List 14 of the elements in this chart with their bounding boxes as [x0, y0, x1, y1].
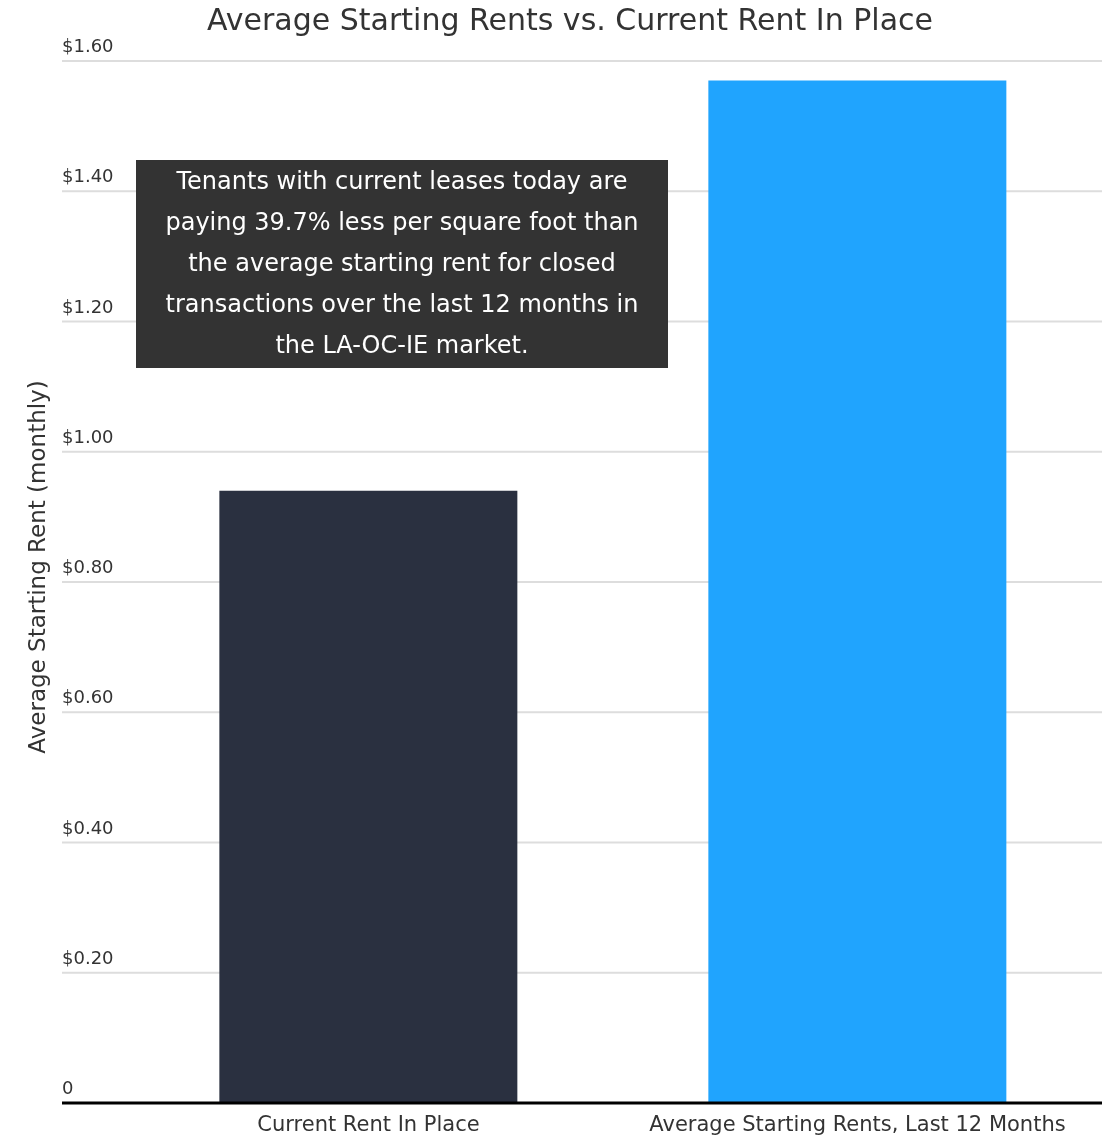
chart-title: Average Starting Rents vs. Current Rent In Place [207, 2, 933, 37]
y-axis-title: Average Starting Rent (monthly) [23, 379, 51, 756]
annotation: Tenants with current leases today are paying 39.7% less per square foot than the average starting rent for closed transactions over the last 12 months in the LA-OC-IE market. [164, 166, 640, 361]
y-tick-label: $0.80 [62, 556, 114, 577]
y-tick-label: 0 [62, 1077, 74, 1098]
y-tick-label: $0.40 [62, 816, 114, 838]
y-tick-label: $0.60 [62, 686, 114, 708]
y-tick-label: $1.60 [62, 35, 114, 56]
y-tick-label: $1.40 [62, 165, 114, 187]
y-tick-label: $0.20 [62, 946, 114, 968]
x-tick-label: Average Starting Rents, Last 12 Months [649, 1112, 1066, 1136]
y-tick-label: $1.20 [62, 295, 114, 317]
y-tick-label: $1.00 [62, 425, 114, 447]
x-tick-label: Current Rent In Place [257, 1112, 480, 1136]
